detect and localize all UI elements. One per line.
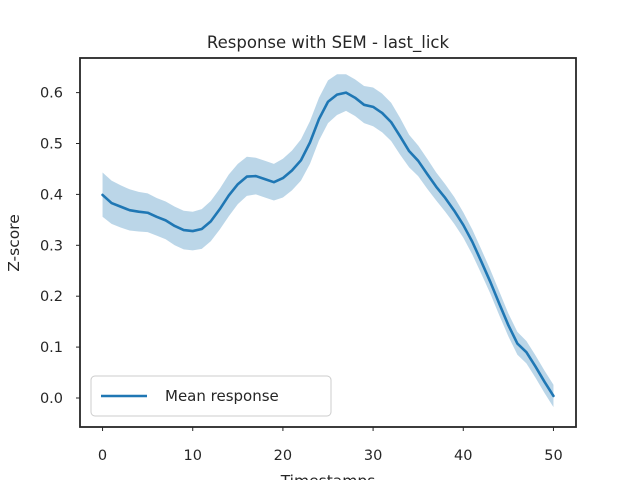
y-tick-label: 0.4 [40, 187, 63, 203]
chart-title: Response with SEM - last_lick [207, 33, 450, 53]
y-tick-label: 0.5 [40, 137, 63, 153]
y-axis-ticks: 0.0 0.1 0.2 0.3 0.4 0.5 0.6 [40, 86, 80, 407]
mean-response-line [101, 91, 555, 398]
x-tick-label: 20 [274, 448, 292, 464]
x-tick-label: 40 [454, 448, 472, 464]
plot-frame [79, 57, 577, 428]
legend-label-mean-response: Mean response [165, 387, 279, 405]
x-axis-label: Timestamps [280, 472, 376, 480]
y-tick-label: 0.0 [40, 391, 63, 407]
plot-area [101, 74, 555, 408]
legend-box [90, 375, 332, 417]
y-tick-label: 0.3 [40, 238, 63, 254]
y-axis-label: Z-score [5, 214, 23, 272]
x-tick-label: 10 [184, 448, 202, 464]
y-tick-label: 0.1 [40, 340, 63, 356]
x-tick-label: 50 [544, 448, 562, 464]
x-axis-ticks: 0 10 20 30 40 50 [98, 427, 563, 464]
x-tick-label: 0 [98, 448, 107, 464]
y-tick-label: 0.2 [40, 289, 63, 305]
x-tick-label: 30 [364, 448, 382, 464]
y-tick-label: 0.6 [40, 86, 63, 102]
legend: Mean response [90, 375, 332, 417]
sem-band [102, 74, 554, 408]
